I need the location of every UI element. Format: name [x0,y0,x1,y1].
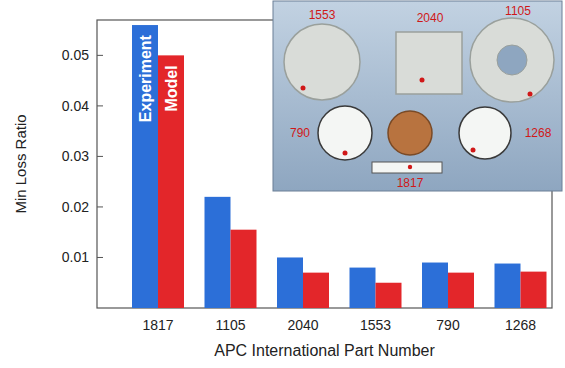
legend-entry: Experiment [137,34,154,122]
sample [284,24,360,100]
inset-label: 790 [290,126,310,140]
y-tick-label: 0.04 [62,98,89,114]
inset-label: 1268 [525,126,552,140]
bar [205,197,231,308]
bar [350,268,376,308]
sample [372,162,442,173]
sample [318,106,372,160]
dot [528,92,533,97]
bar [158,55,184,308]
coin [388,111,432,155]
bar [376,283,402,308]
inset-label: 1553 [309,8,336,22]
bar [231,230,257,308]
bar [277,257,303,308]
x-tick-label: 790 [436,317,460,333]
dot [471,148,476,153]
x-tick-label: 1817 [142,317,173,333]
y-tick [97,105,103,106]
dot [408,165,412,169]
sample [459,107,511,159]
y-tick [97,55,103,56]
inset-label: 2040 [417,11,444,25]
dot [420,78,425,83]
y-tick [97,206,103,207]
dot [301,86,306,91]
y-axis-title: Min Loss Ratio [12,114,29,213]
x-axis-title: APC International Part Number [214,342,435,359]
y-tick-label: 0.03 [62,148,89,164]
sample-hole [497,45,527,75]
bar [448,273,474,308]
bar [495,264,521,308]
inset-background [273,1,562,191]
y-tick [97,257,103,258]
inset-label: 1105 [505,4,531,18]
inset-label: 1817 [397,176,424,190]
bar [303,273,329,308]
chart: 0.010.020.030.040.0518171105204015537901… [0,0,565,368]
sample [470,18,554,102]
legend-entry: Model [163,65,180,111]
y-tick [97,156,103,157]
x-tick-label: 2040 [287,317,318,333]
dot [343,151,348,156]
inset-photo: 1553 2040 1105 790 1268 1817 [273,1,562,191]
bar [132,25,158,308]
sample [396,32,462,94]
x-tick-label: 1105 [215,317,245,333]
y-tick-label: 0.01 [62,249,89,265]
x-tick-label: 1268 [505,317,536,333]
y-tick-label: 0.05 [62,47,89,63]
bar [521,272,547,308]
y-tick-label: 0.02 [62,199,89,215]
x-tick-label: 1553 [360,317,391,333]
bar [422,263,448,308]
